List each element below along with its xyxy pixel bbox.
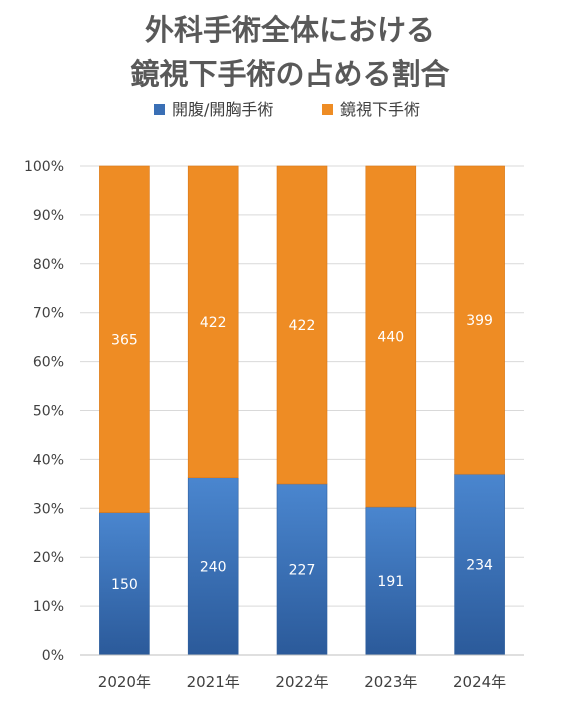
bar-laparoscopic-2020年	[99, 165, 150, 513]
y-tick-label: 60%	[33, 355, 64, 371]
y-tick-label: 100%	[24, 159, 64, 175]
legend-label-laparoscopic: 鏡視下手術	[340, 100, 420, 119]
bar-open-surgery-2020年	[99, 512, 150, 656]
bar-laparoscopic-2024年	[454, 165, 505, 475]
bar-laparoscopic-2022年	[276, 165, 328, 485]
data-label-open-surgery: 150	[111, 577, 138, 593]
data-label-laparoscopic: 422	[289, 318, 316, 334]
data-label-laparoscopic: 440	[377, 329, 404, 345]
bar-open-surgery-2024年	[454, 473, 505, 656]
chart-title-line-1: 外科手術全体における	[145, 13, 435, 47]
x-tick-label: 2022年	[275, 673, 328, 691]
x-tick-label: 2024年	[453, 673, 506, 691]
x-tick-label: 2023年	[364, 673, 417, 691]
y-tick-label: 30%	[33, 501, 64, 517]
data-label-open-surgery: 227	[289, 562, 316, 578]
y-tick-label: 10%	[33, 599, 64, 615]
data-label-laparoscopic: 365	[111, 332, 138, 348]
bar-open-surgery-2023年	[365, 506, 417, 656]
data-label-open-surgery: 191	[377, 574, 404, 590]
legend: 開腹/開胸手術 鏡視下手術	[154, 100, 420, 119]
bar-open-surgery-2021年	[187, 477, 239, 656]
y-tick-label: 20%	[33, 550, 64, 566]
x-tick-label: 2020年	[98, 673, 151, 691]
y-tick-label: 40%	[33, 452, 64, 468]
y-tick-label: 80%	[33, 257, 64, 273]
legend-label-open-surgery: 開腹/開胸手術	[172, 100, 273, 119]
legend-swatch-open-surgery	[154, 104, 165, 115]
data-label-laparoscopic: 399	[466, 313, 493, 329]
y-tick-label: 0%	[42, 648, 64, 664]
data-label-open-surgery: 240	[200, 559, 227, 575]
y-tick-label: 50%	[33, 404, 64, 420]
x-tick-label: 2021年	[187, 673, 240, 691]
y-tick-label: 70%	[33, 306, 64, 322]
legend-swatch-laparoscopic	[322, 104, 333, 115]
chart-title-line-2: 鏡視下手術の占める割合	[130, 57, 449, 91]
y-tick-label: 90%	[33, 208, 64, 224]
bars: 150 365 240 422 227 422 191 440 234 399	[99, 165, 505, 656]
y-axis: 0% 10% 20% 30% 40% 50% 60% 70% 80% 90% 100%	[24, 159, 64, 664]
bar-laparoscopic-2023年	[365, 165, 417, 508]
bar-laparoscopic-2021年	[187, 165, 239, 479]
data-label-laparoscopic: 422	[200, 315, 227, 331]
data-label-open-surgery: 234	[466, 558, 493, 574]
x-axis: 2020年 2021年 2022年 2023年 2024年	[80, 654, 524, 691]
